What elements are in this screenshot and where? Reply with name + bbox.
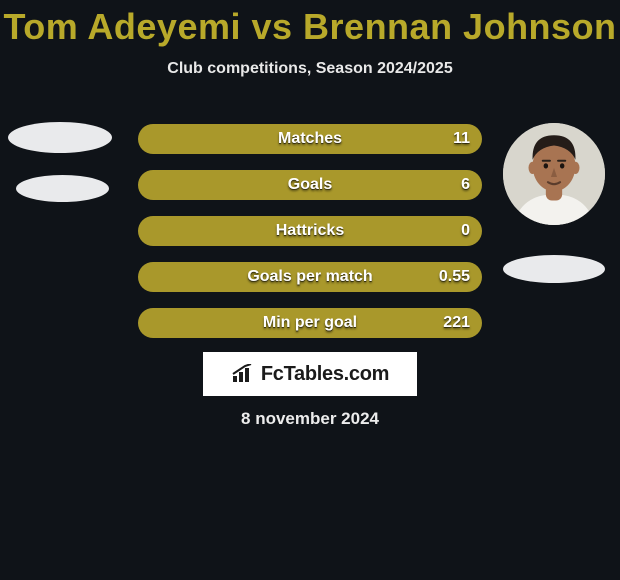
bars-icon (231, 364, 257, 384)
stat-label: Min per goal (263, 314, 357, 332)
snapshot-date: 8 november 2024 (0, 409, 620, 429)
player-right (503, 123, 605, 283)
stat-label: Matches (278, 130, 342, 148)
placeholder-oval (16, 175, 109, 202)
stat-label: Goals (288, 176, 332, 194)
stat-bar-goals: Goals 6 (138, 170, 482, 200)
brand-text: FcTables.com (261, 363, 389, 386)
stat-bars: Matches 11 Goals 6 Hattricks 0 Goals per… (138, 124, 482, 354)
stat-value: 0 (461, 222, 470, 240)
stat-value: 6 (461, 176, 470, 194)
player-left-placeholder (8, 122, 112, 224)
stat-bar-matches: Matches 11 (138, 124, 482, 154)
stat-bar-hattricks: Hattricks 0 (138, 216, 482, 246)
brand-badge: FcTables.com (203, 352, 417, 396)
comparison-subtitle: Club competitions, Season 2024/2025 (0, 60, 620, 78)
player-avatar (503, 123, 605, 225)
stat-label: Goals per match (247, 268, 372, 286)
stat-label: Hattricks (276, 222, 344, 240)
placeholder-oval (8, 122, 112, 153)
stat-bar-goals-per-match: Goals per match 0.55 (138, 262, 482, 292)
stat-value: 0.55 (439, 268, 470, 286)
stat-value: 221 (443, 314, 470, 332)
placeholder-oval (503, 255, 605, 283)
avatar-illustration (503, 123, 605, 225)
stat-value: 11 (453, 130, 470, 148)
comparison-title: Tom Adeyemi vs Brennan Johnson (0, 0, 620, 48)
stat-bar-min-per-goal: Min per goal 221 (138, 308, 482, 338)
